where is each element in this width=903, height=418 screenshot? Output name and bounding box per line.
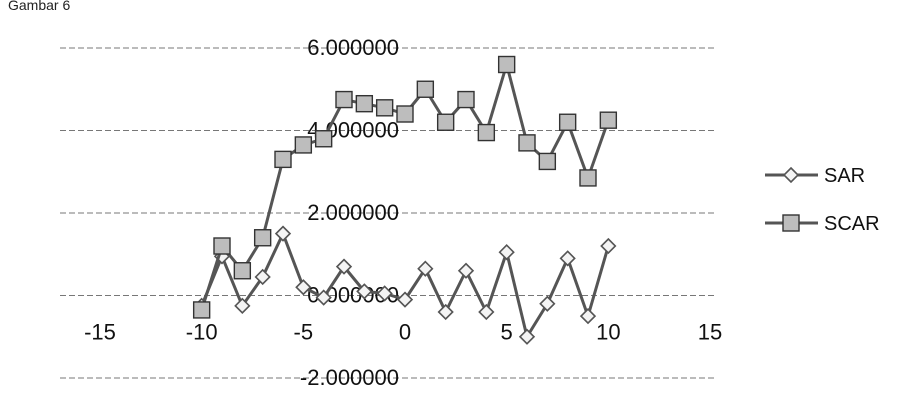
sar-point	[457, 262, 475, 279]
scar-point	[538, 152, 557, 171]
scar-point	[274, 150, 292, 169]
y-axis-tick-labels: -2.0000000.0000002.0000004.0000006.00000…	[300, 35, 399, 390]
sar-point	[356, 283, 373, 300]
sar-point	[498, 244, 515, 261]
legend-label: SCAR	[824, 213, 880, 235]
legend: SAR SCAR	[765, 165, 880, 235]
sar-point	[295, 279, 312, 296]
sar-point	[254, 268, 271, 286]
sar-point	[315, 289, 332, 306]
scar-point	[375, 99, 394, 117]
sar-point	[539, 295, 556, 312]
scar-point	[233, 262, 252, 280]
sar-point	[396, 291, 414, 308]
sar-point	[437, 303, 454, 321]
sar-point	[376, 285, 393, 302]
scar-point	[396, 105, 414, 123]
legend-marker	[782, 214, 800, 232]
scar-point	[314, 130, 333, 148]
x-tick-label: -15	[84, 320, 116, 345]
sar-point	[234, 297, 251, 314]
y-tick-label: 6.000000	[307, 35, 399, 60]
scar-point	[518, 134, 536, 152]
x-tick-label: 10	[596, 320, 620, 345]
legend-marker	[782, 166, 800, 184]
sar-point	[600, 237, 617, 255]
scar-point	[558, 113, 577, 131]
x-tick-label: 0	[399, 320, 411, 345]
x-tick-label: -10	[186, 320, 218, 345]
page-fragment-text: Gambar 6	[8, 0, 70, 13]
scar-point	[294, 136, 313, 154]
x-axis-tick-labels: -15 -10 -5 0 5 10 15	[84, 320, 722, 345]
sar-point	[478, 303, 495, 321]
scar-point	[192, 301, 211, 319]
scar-point	[213, 237, 231, 255]
legend-item-sar: SAR	[765, 165, 865, 187]
scar-point	[579, 169, 597, 187]
x-tick-label: 15	[698, 320, 722, 345]
sar-point	[417, 260, 434, 277]
legend-label: SAR	[824, 165, 865, 187]
x-tick-label: 5	[501, 320, 513, 345]
series-scar	[192, 55, 618, 319]
scar-point	[599, 111, 618, 129]
y-tick-label: 2.000000	[307, 200, 399, 225]
sar-point	[518, 328, 536, 345]
scar-point	[497, 55, 516, 74]
x-tick-label: -5	[294, 320, 314, 345]
y-tick-label: -2.000000	[300, 365, 399, 390]
scar-point	[436, 113, 455, 131]
sar-point	[559, 250, 576, 267]
scar-point	[457, 90, 475, 109]
scar-point	[355, 94, 374, 113]
series-layer	[192, 55, 618, 345]
scar-point	[416, 80, 435, 98]
scar-point	[477, 123, 496, 142]
sar-point	[274, 225, 292, 242]
sar-point	[335, 258, 353, 275]
scar-point	[335, 90, 353, 109]
legend-item-scar: SCAR	[765, 213, 880, 235]
scar-point	[253, 229, 272, 247]
sar-point	[579, 307, 597, 325]
